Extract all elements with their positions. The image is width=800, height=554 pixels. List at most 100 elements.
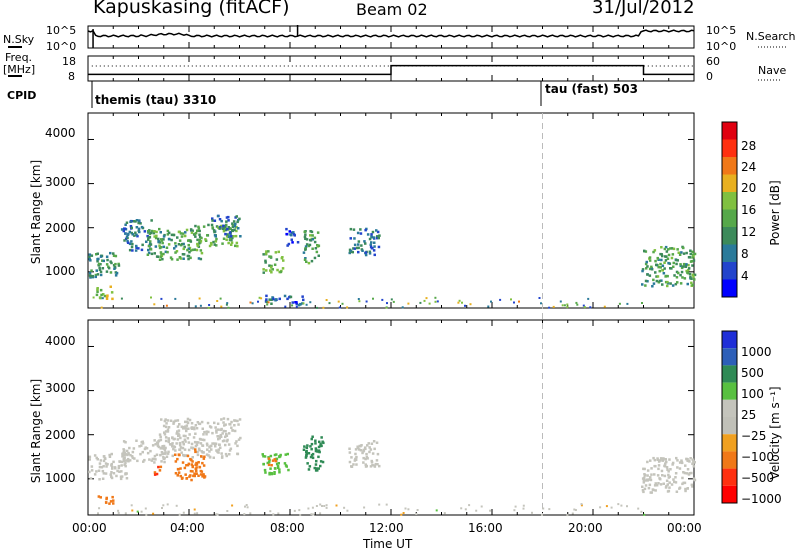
power-cell bbox=[461, 301, 463, 304]
cpid-label: CPID bbox=[7, 89, 37, 102]
power-cell bbox=[666, 257, 670, 260]
power-cell bbox=[269, 266, 273, 269]
power-cell bbox=[125, 221, 129, 224]
velocity-cell bbox=[680, 460, 683, 464]
power-cell bbox=[281, 256, 284, 259]
velocity-cell bbox=[226, 417, 230, 421]
power-cell bbox=[291, 304, 294, 307]
power-cell bbox=[130, 245, 134, 249]
power-cell bbox=[660, 246, 663, 249]
velocity-cell bbox=[667, 470, 670, 473]
power-cell bbox=[227, 226, 230, 229]
power-cell bbox=[691, 264, 694, 267]
power-cell bbox=[313, 256, 317, 260]
velocity-cell bbox=[230, 426, 233, 429]
power-cell bbox=[238, 217, 241, 221]
beam-label: Beam 02 bbox=[356, 0, 428, 19]
velocity-cell bbox=[99, 459, 103, 462]
power-cell bbox=[303, 235, 307, 239]
velocity-cell bbox=[199, 442, 203, 445]
power-cell bbox=[182, 257, 185, 260]
nsky-label: N.Sky bbox=[3, 33, 35, 46]
velocity-cell bbox=[140, 444, 143, 447]
power-cell bbox=[664, 259, 668, 262]
velocity-cell bbox=[670, 483, 674, 486]
velocity-cell bbox=[662, 457, 665, 460]
velocity-cell bbox=[203, 430, 206, 434]
velocity-cell bbox=[368, 446, 371, 449]
velocity-cell bbox=[263, 468, 267, 472]
velocity-cell bbox=[671, 461, 675, 465]
velocity-cell bbox=[198, 465, 201, 469]
velocity-cell bbox=[153, 473, 157, 476]
nave-label: Nave bbox=[758, 64, 787, 77]
velocity-cell bbox=[229, 423, 232, 426]
power-cell bbox=[652, 282, 656, 285]
power-cell bbox=[177, 243, 181, 246]
power-cell bbox=[222, 229, 226, 233]
power-cell bbox=[691, 250, 694, 254]
velocity-cell bbox=[665, 484, 668, 488]
power-cell bbox=[196, 229, 199, 232]
power-cell bbox=[303, 258, 307, 261]
velocity-cell bbox=[690, 471, 693, 475]
power-cell bbox=[540, 302, 542, 305]
velocity-cell bbox=[176, 430, 179, 433]
power-cell bbox=[186, 248, 189, 252]
power-cell bbox=[276, 268, 279, 272]
velocity-cell bbox=[667, 489, 671, 493]
power-cell bbox=[301, 295, 304, 298]
power-cell bbox=[193, 232, 197, 236]
velocity-cell bbox=[273, 458, 276, 461]
power-cbar-tick: 16 bbox=[741, 203, 757, 217]
velocity-cell bbox=[277, 466, 280, 470]
power-cell bbox=[112, 252, 115, 255]
power-cell bbox=[687, 268, 690, 272]
power-cell bbox=[267, 250, 270, 253]
power-cell bbox=[487, 305, 490, 308]
power-cell bbox=[682, 265, 685, 268]
velocity-cell bbox=[678, 467, 682, 470]
velocity-cell bbox=[368, 450, 371, 454]
velocity-cell bbox=[195, 461, 198, 465]
velocity-cell bbox=[109, 500, 113, 503]
power-cell bbox=[654, 271, 657, 274]
power-cell bbox=[89, 276, 92, 279]
velocity-cell bbox=[125, 477, 129, 480]
power-cell bbox=[258, 296, 261, 299]
power-cell bbox=[109, 251, 112, 255]
velocity-cell bbox=[110, 471, 113, 474]
power-cell bbox=[313, 236, 317, 240]
power-cell bbox=[687, 263, 690, 267]
velocity-cell bbox=[691, 485, 694, 488]
power-cell bbox=[689, 249, 692, 252]
power-cell bbox=[109, 285, 112, 288]
power-cell bbox=[369, 245, 373, 249]
velocity-cbar-tick: −1000 bbox=[741, 492, 782, 506]
velocity-cell bbox=[153, 461, 156, 464]
power-cell bbox=[669, 282, 672, 285]
power-cell bbox=[311, 247, 314, 250]
velocity-cell bbox=[136, 510, 139, 513]
power-cell bbox=[303, 230, 306, 234]
power-cell bbox=[235, 241, 239, 245]
velocity-cell bbox=[166, 503, 169, 506]
velocity-cell bbox=[522, 504, 525, 507]
power-cell bbox=[689, 275, 692, 279]
velocity-cell bbox=[153, 439, 156, 442]
velocity-cell bbox=[200, 420, 204, 424]
power-cell bbox=[226, 302, 229, 305]
power-cell bbox=[191, 248, 195, 252]
power-cell bbox=[225, 220, 228, 223]
power-cell bbox=[677, 271, 680, 275]
power-cell bbox=[270, 298, 273, 301]
velocity-cell bbox=[274, 457, 278, 461]
power-cell bbox=[185, 228, 189, 232]
velocity-cell bbox=[642, 478, 646, 482]
power-cell bbox=[644, 250, 648, 253]
power-cell bbox=[98, 266, 101, 270]
power-cell bbox=[99, 288, 103, 292]
velocity-cell bbox=[184, 440, 187, 443]
velocity-cell bbox=[145, 447, 149, 450]
power-cell bbox=[661, 283, 664, 286]
